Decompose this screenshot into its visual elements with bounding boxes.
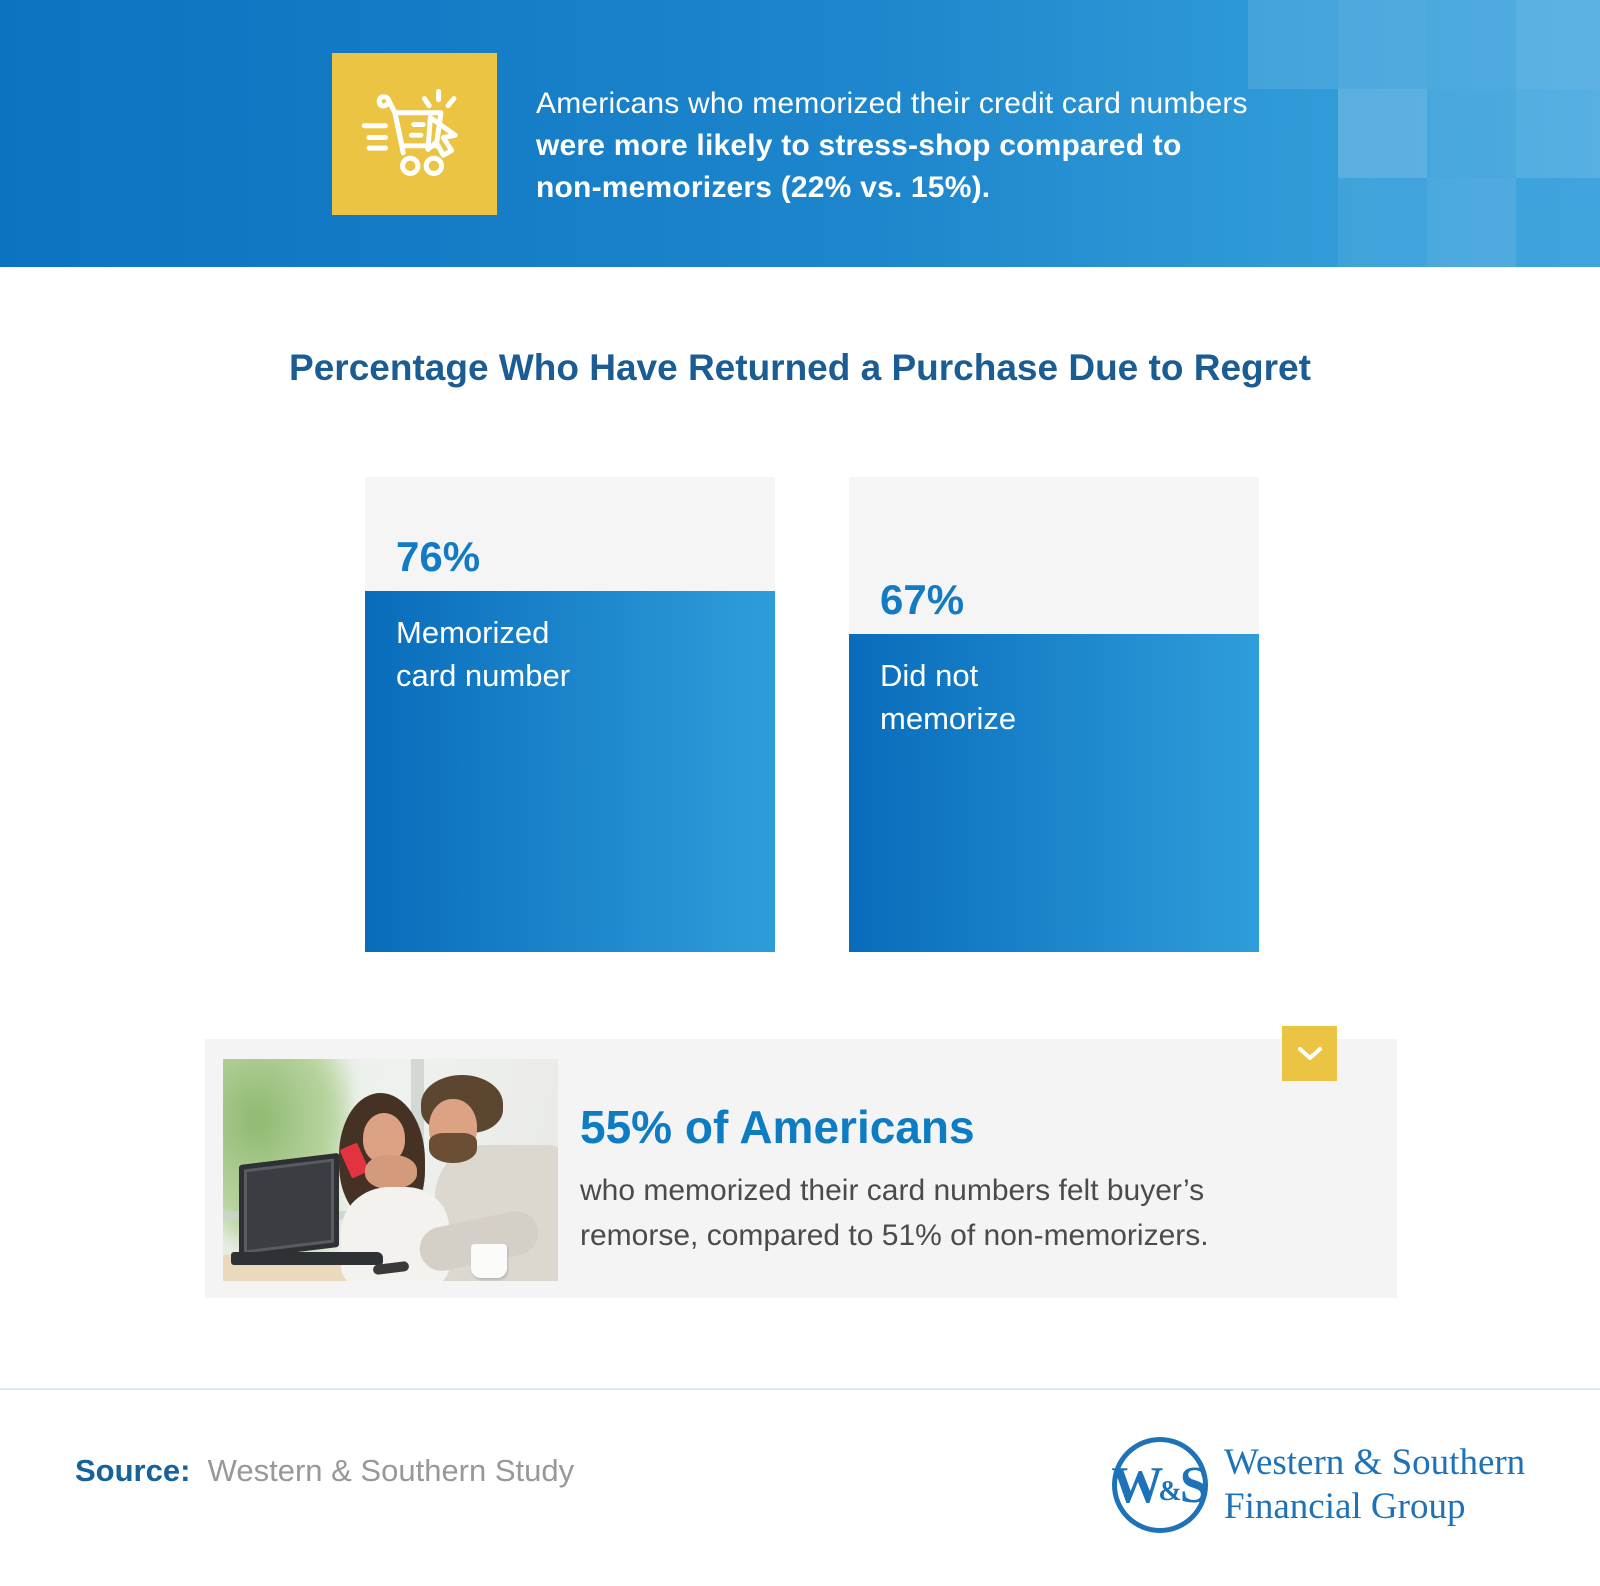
bar-category-line: card number xyxy=(396,658,571,693)
mosaic-cell xyxy=(1338,0,1427,89)
banner-line-2: were more likely to stress-shop compared… xyxy=(536,129,1182,162)
mosaic-cell xyxy=(1248,89,1338,178)
monogram-s: S xyxy=(1179,1456,1209,1514)
chevron-down-icon xyxy=(1297,1046,1322,1060)
callout-heading: 55% of Americans xyxy=(580,1101,975,1153)
monogram-ampersand: & xyxy=(1158,1476,1182,1507)
logo-line-2: Financial Group xyxy=(1224,1486,1466,1527)
mosaic-cell xyxy=(1516,178,1600,267)
bar-category-line: Did not xyxy=(880,658,979,693)
banner: Americans who memorized their credit car… xyxy=(0,0,1600,267)
monogram-w: W xyxy=(1111,1456,1163,1514)
mosaic-cell xyxy=(1516,89,1600,178)
bar-did-not-memorize: 67% Did not memorize xyxy=(849,477,1259,952)
ws-logo-monogram: W & S xyxy=(1111,1437,1209,1533)
mosaic-cell xyxy=(1338,178,1427,267)
mosaic-cell xyxy=(1338,89,1427,178)
bar-fill: Memorized card number xyxy=(365,591,775,952)
banner-statement: Americans who memorized their credit car… xyxy=(536,83,1248,209)
banner-line-1: Americans who memorized their credit car… xyxy=(536,87,1248,120)
bar-value-label: 67% xyxy=(880,576,965,623)
couple-laptop-photo xyxy=(223,1059,558,1281)
mosaic-cell xyxy=(1248,0,1338,89)
mosaic-cell xyxy=(1248,178,1338,267)
mosaic-cell xyxy=(1427,178,1516,267)
source-value-text: Western & Southern Study xyxy=(207,1453,575,1488)
bar-category-line: Memorized xyxy=(396,615,550,650)
footer-divider xyxy=(0,1388,1600,1390)
callout-body-line: who memorized their card numbers felt bu… xyxy=(580,1174,1205,1207)
mosaic-cell xyxy=(1516,0,1600,89)
ws-logo-wordmark: Western & Southern Financial Group xyxy=(1224,1441,1525,1529)
bar-category-line: memorize xyxy=(880,701,1017,736)
bar-fill: Did not memorize xyxy=(849,634,1259,952)
bar-category-label: Did not memorize xyxy=(880,654,1016,740)
bar-value-label: 76% xyxy=(396,533,481,580)
banner-icon-tile xyxy=(332,53,497,215)
callout-body-line: remorse, compared to 51% of non-memorize… xyxy=(580,1219,1209,1252)
mosaic-decoration xyxy=(1248,0,1600,267)
source-label: Source: xyxy=(75,1453,191,1488)
shopping-cart-click-icon xyxy=(361,89,458,177)
mosaic-cell xyxy=(1427,0,1516,89)
chart-title: Percentage Who Have Returned a Purchase … xyxy=(289,347,1311,388)
banner-line-3: non-memorizers (22% vs. 15%). xyxy=(536,171,991,204)
bar-category-label: Memorized card number xyxy=(396,611,570,697)
source-value: Western & Southern Study xyxy=(199,1453,574,1488)
bar-memorized-card-number: 76% Memorized card number xyxy=(365,477,775,952)
logo-line-1: Western & Southern xyxy=(1224,1442,1526,1483)
source-line: Source: Western & Southern Study xyxy=(75,1453,574,1489)
expand-button[interactable] xyxy=(1282,1026,1337,1081)
mosaic-cell xyxy=(1427,89,1516,178)
callout-body: who memorized their card numbers felt bu… xyxy=(580,1168,1209,1258)
